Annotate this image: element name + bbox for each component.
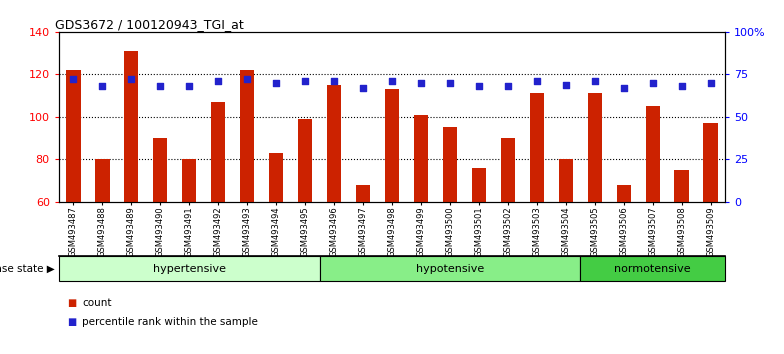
Bar bbox=[558, 159, 573, 202]
Bar bbox=[414, 115, 428, 202]
Text: count: count bbox=[82, 298, 112, 308]
Bar bbox=[240, 70, 254, 202]
Point bbox=[241, 76, 253, 82]
Text: GDS3672 / 100120943_TGI_at: GDS3672 / 100120943_TGI_at bbox=[56, 18, 245, 31]
Point bbox=[386, 78, 398, 84]
Point bbox=[299, 78, 311, 84]
Point bbox=[357, 85, 369, 91]
Text: normotensive: normotensive bbox=[615, 264, 691, 274]
Bar bbox=[616, 185, 631, 202]
Bar bbox=[211, 102, 226, 202]
Bar bbox=[587, 93, 602, 202]
Point bbox=[444, 80, 456, 86]
Bar bbox=[269, 153, 283, 202]
Bar bbox=[530, 93, 544, 202]
Point bbox=[473, 84, 485, 89]
Text: hypertensive: hypertensive bbox=[153, 264, 226, 274]
Bar bbox=[385, 89, 399, 202]
Point bbox=[212, 78, 224, 84]
Point bbox=[415, 80, 427, 86]
Bar bbox=[472, 168, 486, 202]
Point bbox=[96, 84, 108, 89]
Point bbox=[618, 85, 630, 91]
Bar bbox=[298, 119, 312, 202]
Bar bbox=[153, 138, 168, 202]
Point bbox=[502, 84, 514, 89]
Bar bbox=[443, 127, 457, 202]
Text: hypotensive: hypotensive bbox=[416, 264, 484, 274]
Point bbox=[705, 80, 717, 86]
Bar bbox=[703, 123, 718, 202]
Point bbox=[125, 76, 137, 82]
Point bbox=[183, 84, 195, 89]
Point bbox=[676, 84, 688, 89]
Point bbox=[270, 80, 282, 86]
Bar bbox=[182, 159, 197, 202]
Point bbox=[67, 76, 79, 82]
Point bbox=[531, 78, 543, 84]
Point bbox=[647, 80, 659, 86]
Bar bbox=[356, 185, 370, 202]
Text: ■: ■ bbox=[67, 317, 76, 327]
Point bbox=[154, 84, 166, 89]
Bar bbox=[124, 51, 139, 202]
Text: ■: ■ bbox=[67, 298, 76, 308]
Bar bbox=[66, 70, 81, 202]
Point bbox=[589, 78, 601, 84]
Point bbox=[328, 78, 340, 84]
Bar bbox=[674, 170, 689, 202]
Text: disease state ▶: disease state ▶ bbox=[0, 264, 55, 274]
Bar bbox=[645, 106, 660, 202]
Text: percentile rank within the sample: percentile rank within the sample bbox=[82, 317, 258, 327]
Bar bbox=[95, 159, 110, 202]
Bar bbox=[327, 85, 341, 202]
Bar bbox=[501, 138, 515, 202]
Point bbox=[560, 82, 572, 87]
